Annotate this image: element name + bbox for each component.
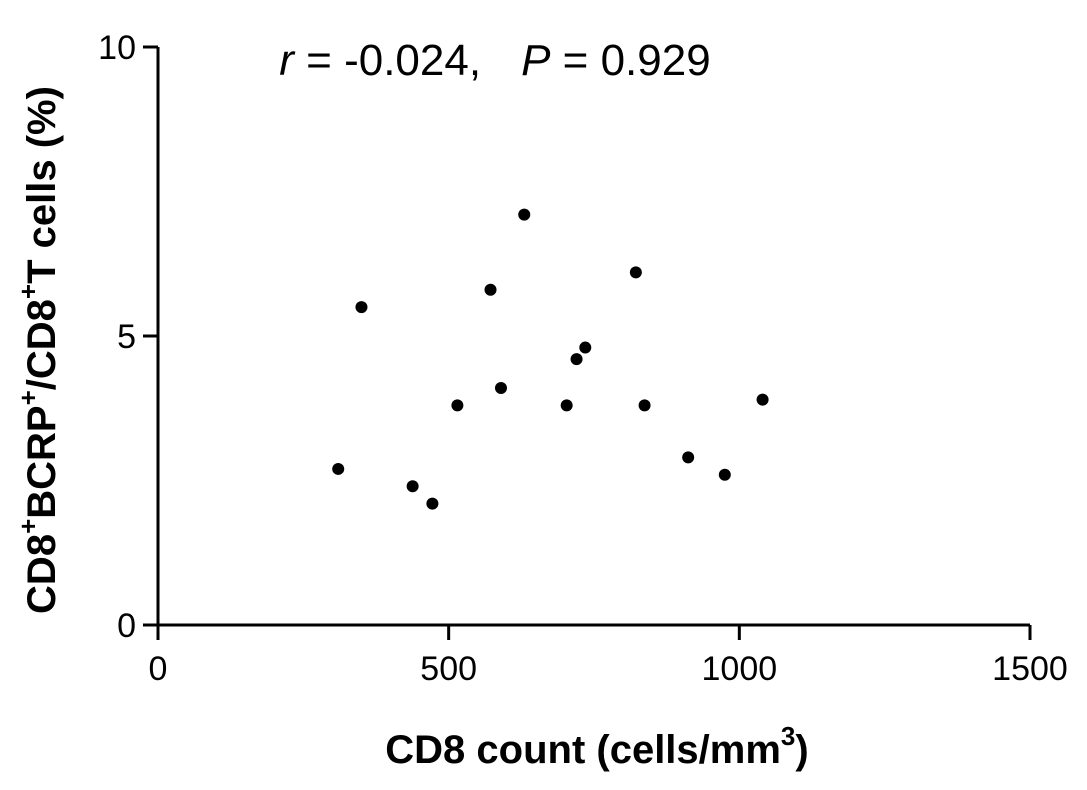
y-tick-label: 5	[117, 318, 136, 356]
data-point	[560, 399, 573, 412]
y-axis-label-superscript: +	[13, 284, 43, 299]
data-point	[332, 462, 345, 475]
y-tick-label: 0	[117, 607, 136, 645]
x-axis-label: CD8 count (cells/mm3)	[385, 721, 808, 772]
x-tick-label: 500	[420, 650, 477, 688]
x-axis-label-main: CD8 count (cells/mm	[385, 728, 781, 772]
data-point	[484, 283, 497, 296]
y-axis-label-part: CD8	[20, 534, 64, 614]
y-axis-label-superscript: +	[13, 519, 43, 534]
data-point	[355, 301, 368, 314]
x-axis-label-end: )	[795, 728, 808, 772]
data-point	[718, 468, 731, 481]
x-ticks: 0 500 1000 1500	[149, 625, 1068, 688]
axes	[156, 47, 1030, 627]
data-point	[406, 480, 419, 493]
data-point	[756, 393, 769, 406]
data-point	[518, 208, 531, 221]
data-point	[638, 399, 651, 412]
data-point	[426, 497, 439, 510]
y-axis-label-part: BCRP	[20, 405, 64, 518]
y-axis-label-superscript: +	[13, 390, 43, 405]
y-tick-label: 10	[98, 29, 136, 67]
data-point	[682, 451, 695, 464]
data-points	[332, 208, 769, 510]
data-point	[451, 399, 464, 412]
x-tick-label: 1000	[702, 650, 778, 688]
data-point	[570, 353, 583, 366]
p-value: = 0.929	[550, 36, 710, 85]
y-axis-label-part: T cells (%)	[20, 86, 64, 284]
x-tick-label: 1500	[992, 650, 1068, 688]
data-point	[494, 382, 507, 395]
y-ticks: 0 5 10	[98, 29, 158, 645]
x-axis-label-superscript: 3	[781, 721, 795, 751]
data-point	[579, 341, 592, 354]
correlation-annotation: r = -0.024, P = 0.929	[279, 36, 710, 85]
x-tick-label: 0	[149, 650, 168, 688]
y-axis-label: CD8+BCRP+/CD8+T cells (%)	[13, 86, 64, 614]
r-symbol: r	[279, 36, 296, 85]
p-symbol: P	[521, 36, 551, 85]
r-value: = -0.024,	[294, 36, 481, 85]
y-axis-label-part: /CD8	[20, 299, 64, 390]
data-point	[629, 266, 642, 279]
